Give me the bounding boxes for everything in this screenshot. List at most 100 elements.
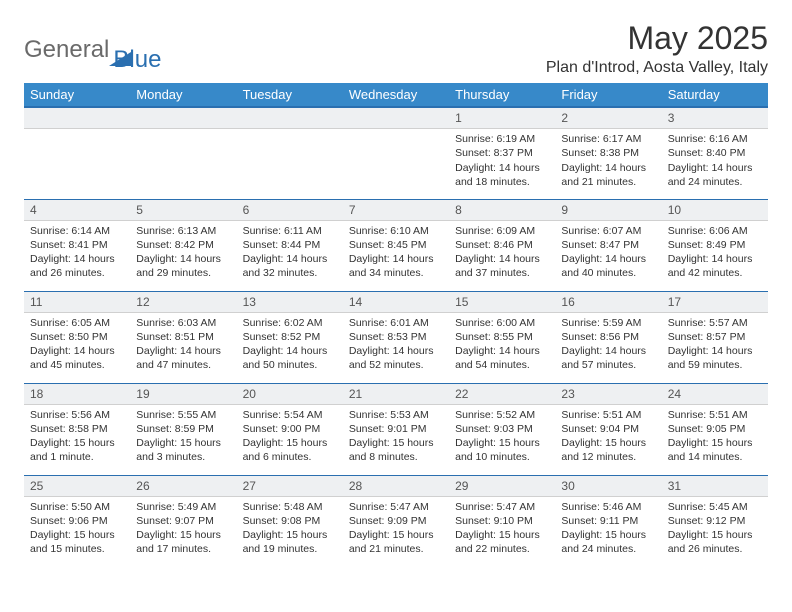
day-number: 19 xyxy=(130,384,236,405)
day-cell: 4Sunrise: 6:14 AMSunset: 8:41 PMDaylight… xyxy=(24,199,130,291)
sunrise-text: Sunrise: 5:51 AM xyxy=(561,408,655,422)
daylight-text: Daylight: 14 hours and 24 minutes. xyxy=(668,161,762,189)
day-cell: 31Sunrise: 5:45 AMSunset: 9:12 PMDayligh… xyxy=(662,475,768,567)
week-row: 18Sunrise: 5:56 AMSunset: 8:58 PMDayligh… xyxy=(24,383,768,475)
day-details: Sunrise: 5:56 AMSunset: 8:58 PMDaylight:… xyxy=(24,405,130,471)
daylight-text: Daylight: 15 hours and 3 minutes. xyxy=(136,436,230,464)
day-details: Sunrise: 6:03 AMSunset: 8:51 PMDaylight:… xyxy=(130,313,236,379)
day-cell: 28Sunrise: 5:47 AMSunset: 9:09 PMDayligh… xyxy=(343,475,449,567)
day-details: Sunrise: 6:05 AMSunset: 8:50 PMDaylight:… xyxy=(24,313,130,379)
day-number: 20 xyxy=(237,384,343,405)
sunrise-text: Sunrise: 6:01 AM xyxy=(349,316,443,330)
day-number: 3 xyxy=(662,108,768,129)
day-number: 25 xyxy=(24,476,130,497)
sunset-text: Sunset: 9:06 PM xyxy=(30,514,124,528)
sunrise-text: Sunrise: 6:00 AM xyxy=(455,316,549,330)
sunrise-text: Sunrise: 5:46 AM xyxy=(561,500,655,514)
sunrise-text: Sunrise: 5:47 AM xyxy=(455,500,549,514)
sunrise-text: Sunrise: 6:10 AM xyxy=(349,224,443,238)
day-number: 13 xyxy=(237,292,343,313)
day-cell: 13Sunrise: 6:02 AMSunset: 8:52 PMDayligh… xyxy=(237,291,343,383)
sunrise-text: Sunrise: 6:14 AM xyxy=(30,224,124,238)
sunrise-text: Sunrise: 5:52 AM xyxy=(455,408,549,422)
day-cell: 20Sunrise: 5:54 AMSunset: 9:00 PMDayligh… xyxy=(237,383,343,475)
daylight-text: Daylight: 15 hours and 8 minutes. xyxy=(349,436,443,464)
day-number xyxy=(130,108,236,129)
day-cell: 29Sunrise: 5:47 AMSunset: 9:10 PMDayligh… xyxy=(449,475,555,567)
day-number xyxy=(237,108,343,129)
day-number: 9 xyxy=(555,200,661,221)
day-details: Sunrise: 5:45 AMSunset: 9:12 PMDaylight:… xyxy=(662,497,768,563)
day-details: Sunrise: 5:57 AMSunset: 8:57 PMDaylight:… xyxy=(662,313,768,379)
day-details: Sunrise: 5:48 AMSunset: 9:08 PMDaylight:… xyxy=(237,497,343,563)
sunset-text: Sunset: 9:03 PM xyxy=(455,422,549,436)
day-details: Sunrise: 6:19 AMSunset: 8:37 PMDaylight:… xyxy=(449,129,555,195)
sunrise-text: Sunrise: 5:45 AM xyxy=(668,500,762,514)
day-cell: 5Sunrise: 6:13 AMSunset: 8:42 PMDaylight… xyxy=(130,199,236,291)
sunrise-text: Sunrise: 5:48 AM xyxy=(243,500,337,514)
daylight-text: Daylight: 14 hours and 52 minutes. xyxy=(349,344,443,372)
day-number: 22 xyxy=(449,384,555,405)
day-cell: 14Sunrise: 6:01 AMSunset: 8:53 PMDayligh… xyxy=(343,291,449,383)
sunrise-text: Sunrise: 5:56 AM xyxy=(30,408,124,422)
sunrise-text: Sunrise: 6:16 AM xyxy=(668,132,762,146)
sunset-text: Sunset: 9:05 PM xyxy=(668,422,762,436)
day-details: Sunrise: 6:02 AMSunset: 8:52 PMDaylight:… xyxy=(237,313,343,379)
sunset-text: Sunset: 9:10 PM xyxy=(455,514,549,528)
day-details: Sunrise: 5:52 AMSunset: 9:03 PMDaylight:… xyxy=(449,405,555,471)
day-cell: 8Sunrise: 6:09 AMSunset: 8:46 PMDaylight… xyxy=(449,199,555,291)
sunrise-text: Sunrise: 6:06 AM xyxy=(668,224,762,238)
sunset-text: Sunset: 9:08 PM xyxy=(243,514,337,528)
day-number: 5 xyxy=(130,200,236,221)
daylight-text: Daylight: 14 hours and 18 minutes. xyxy=(455,161,549,189)
day-number: 21 xyxy=(343,384,449,405)
day-cell: 19Sunrise: 5:55 AMSunset: 8:59 PMDayligh… xyxy=(130,383,236,475)
daylight-text: Daylight: 15 hours and 15 minutes. xyxy=(30,528,124,556)
day-cell: 16Sunrise: 5:59 AMSunset: 8:56 PMDayligh… xyxy=(555,291,661,383)
day-header-row: Sunday Monday Tuesday Wednesday Thursday… xyxy=(24,83,768,107)
sunrise-text: Sunrise: 6:11 AM xyxy=(243,224,337,238)
daylight-text: Daylight: 14 hours and 37 minutes. xyxy=(455,252,549,280)
sunset-text: Sunset: 9:11 PM xyxy=(561,514,655,528)
title-block: May 2025 Plan d'Introd, Aosta Valley, It… xyxy=(546,20,768,77)
day-number: 15 xyxy=(449,292,555,313)
sunrise-text: Sunrise: 5:59 AM xyxy=(561,316,655,330)
day-cell: 17Sunrise: 5:57 AMSunset: 8:57 PMDayligh… xyxy=(662,291,768,383)
day-header: Thursday xyxy=(449,83,555,107)
sunset-text: Sunset: 8:56 PM xyxy=(561,330,655,344)
day-number: 17 xyxy=(662,292,768,313)
sunset-text: Sunset: 8:41 PM xyxy=(30,238,124,252)
day-cell: 1Sunrise: 6:19 AMSunset: 8:37 PMDaylight… xyxy=(449,107,555,199)
day-details: Sunrise: 6:17 AMSunset: 8:38 PMDaylight:… xyxy=(555,129,661,195)
day-number: 14 xyxy=(343,292,449,313)
day-number: 12 xyxy=(130,292,236,313)
day-details: Sunrise: 5:50 AMSunset: 9:06 PMDaylight:… xyxy=(24,497,130,563)
sunset-text: Sunset: 9:12 PM xyxy=(668,514,762,528)
day-details: Sunrise: 5:59 AMSunset: 8:56 PMDaylight:… xyxy=(555,313,661,379)
sunrise-text: Sunrise: 6:13 AM xyxy=(136,224,230,238)
day-cell: 22Sunrise: 5:52 AMSunset: 9:03 PMDayligh… xyxy=(449,383,555,475)
day-cell: 23Sunrise: 5:51 AMSunset: 9:04 PMDayligh… xyxy=(555,383,661,475)
daylight-text: Daylight: 15 hours and 19 minutes. xyxy=(243,528,337,556)
day-details: Sunrise: 5:51 AMSunset: 9:04 PMDaylight:… xyxy=(555,405,661,471)
daylight-text: Daylight: 14 hours and 40 minutes. xyxy=(561,252,655,280)
daylight-text: Daylight: 14 hours and 59 minutes. xyxy=(668,344,762,372)
day-number: 30 xyxy=(555,476,661,497)
sunset-text: Sunset: 9:04 PM xyxy=(561,422,655,436)
sunset-text: Sunset: 8:40 PM xyxy=(668,146,762,160)
sunrise-text: Sunrise: 5:51 AM xyxy=(668,408,762,422)
sunset-text: Sunset: 8:58 PM xyxy=(30,422,124,436)
sunset-text: Sunset: 8:51 PM xyxy=(136,330,230,344)
day-cell: 27Sunrise: 5:48 AMSunset: 9:08 PMDayligh… xyxy=(237,475,343,567)
daylight-text: Daylight: 15 hours and 6 minutes. xyxy=(243,436,337,464)
day-details: Sunrise: 5:47 AMSunset: 9:10 PMDaylight:… xyxy=(449,497,555,563)
day-number: 4 xyxy=(24,200,130,221)
day-number: 31 xyxy=(662,476,768,497)
day-number: 28 xyxy=(343,476,449,497)
day-details: Sunrise: 6:00 AMSunset: 8:55 PMDaylight:… xyxy=(449,313,555,379)
day-header: Sunday xyxy=(24,83,130,107)
month-title: May 2025 xyxy=(546,20,768,57)
day-cell: 21Sunrise: 5:53 AMSunset: 9:01 PMDayligh… xyxy=(343,383,449,475)
day-number: 29 xyxy=(449,476,555,497)
daylight-text: Daylight: 14 hours and 29 minutes. xyxy=(136,252,230,280)
